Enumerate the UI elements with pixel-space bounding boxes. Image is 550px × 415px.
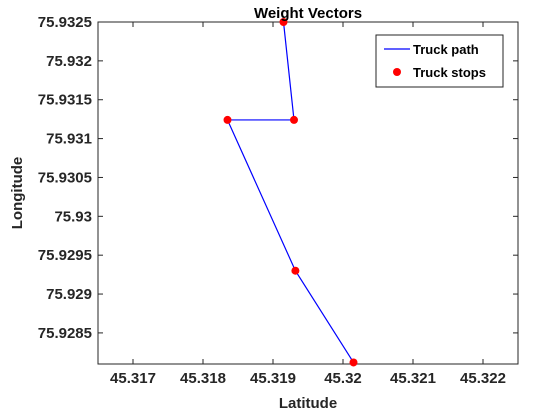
- legend: Truck path Truck stops: [375, 34, 504, 88]
- y-tick-label: 75.9305: [38, 169, 92, 186]
- y-tick-label: 75.932: [46, 53, 92, 70]
- y-tick-label: 75.9315: [38, 92, 92, 109]
- truck-stop-point: [291, 266, 300, 275]
- x-tick-label: 45.319: [250, 370, 296, 387]
- ticks-layer: 45.317 45.318 45.319 45.32 45.321 45.322 75.92…: [38, 14, 518, 387]
- y-tick-label: 75.931: [46, 131, 92, 148]
- y-tick-label: 75.9295: [38, 247, 92, 264]
- legend-label-truck-stops: Truck stops: [413, 65, 486, 80]
- x-tick-label: 45.322: [460, 370, 506, 387]
- chart-title: Weight Vectors: [254, 5, 362, 22]
- legend-label-truck-path: Truck path: [413, 42, 479, 57]
- x-tick-label: 45.317: [110, 370, 156, 387]
- x-tick-label: 45.32: [324, 370, 362, 387]
- legend-marker-swatch: [393, 68, 401, 76]
- y-axis-title: Longitude: [9, 157, 26, 229]
- truck-stop-point: [223, 115, 232, 124]
- x-axis-title: Latitude: [279, 395, 337, 412]
- truck-stop-point: [290, 115, 298, 124]
- legend-box: [375, 34, 504, 88]
- x-tick-label: 45.318: [180, 370, 226, 387]
- x-tick-label: 45.321: [390, 370, 436, 387]
- y-tick-label: 75.929: [46, 286, 92, 303]
- y-tick-label: 75.9285: [38, 325, 92, 342]
- y-tick-label: 75.93: [54, 208, 92, 225]
- truck-stop-point: [349, 358, 358, 367]
- series-layer: [223, 18, 358, 367]
- y-tick-label: 75.9325: [38, 14, 92, 31]
- truck-stop-point: [279, 18, 288, 26]
